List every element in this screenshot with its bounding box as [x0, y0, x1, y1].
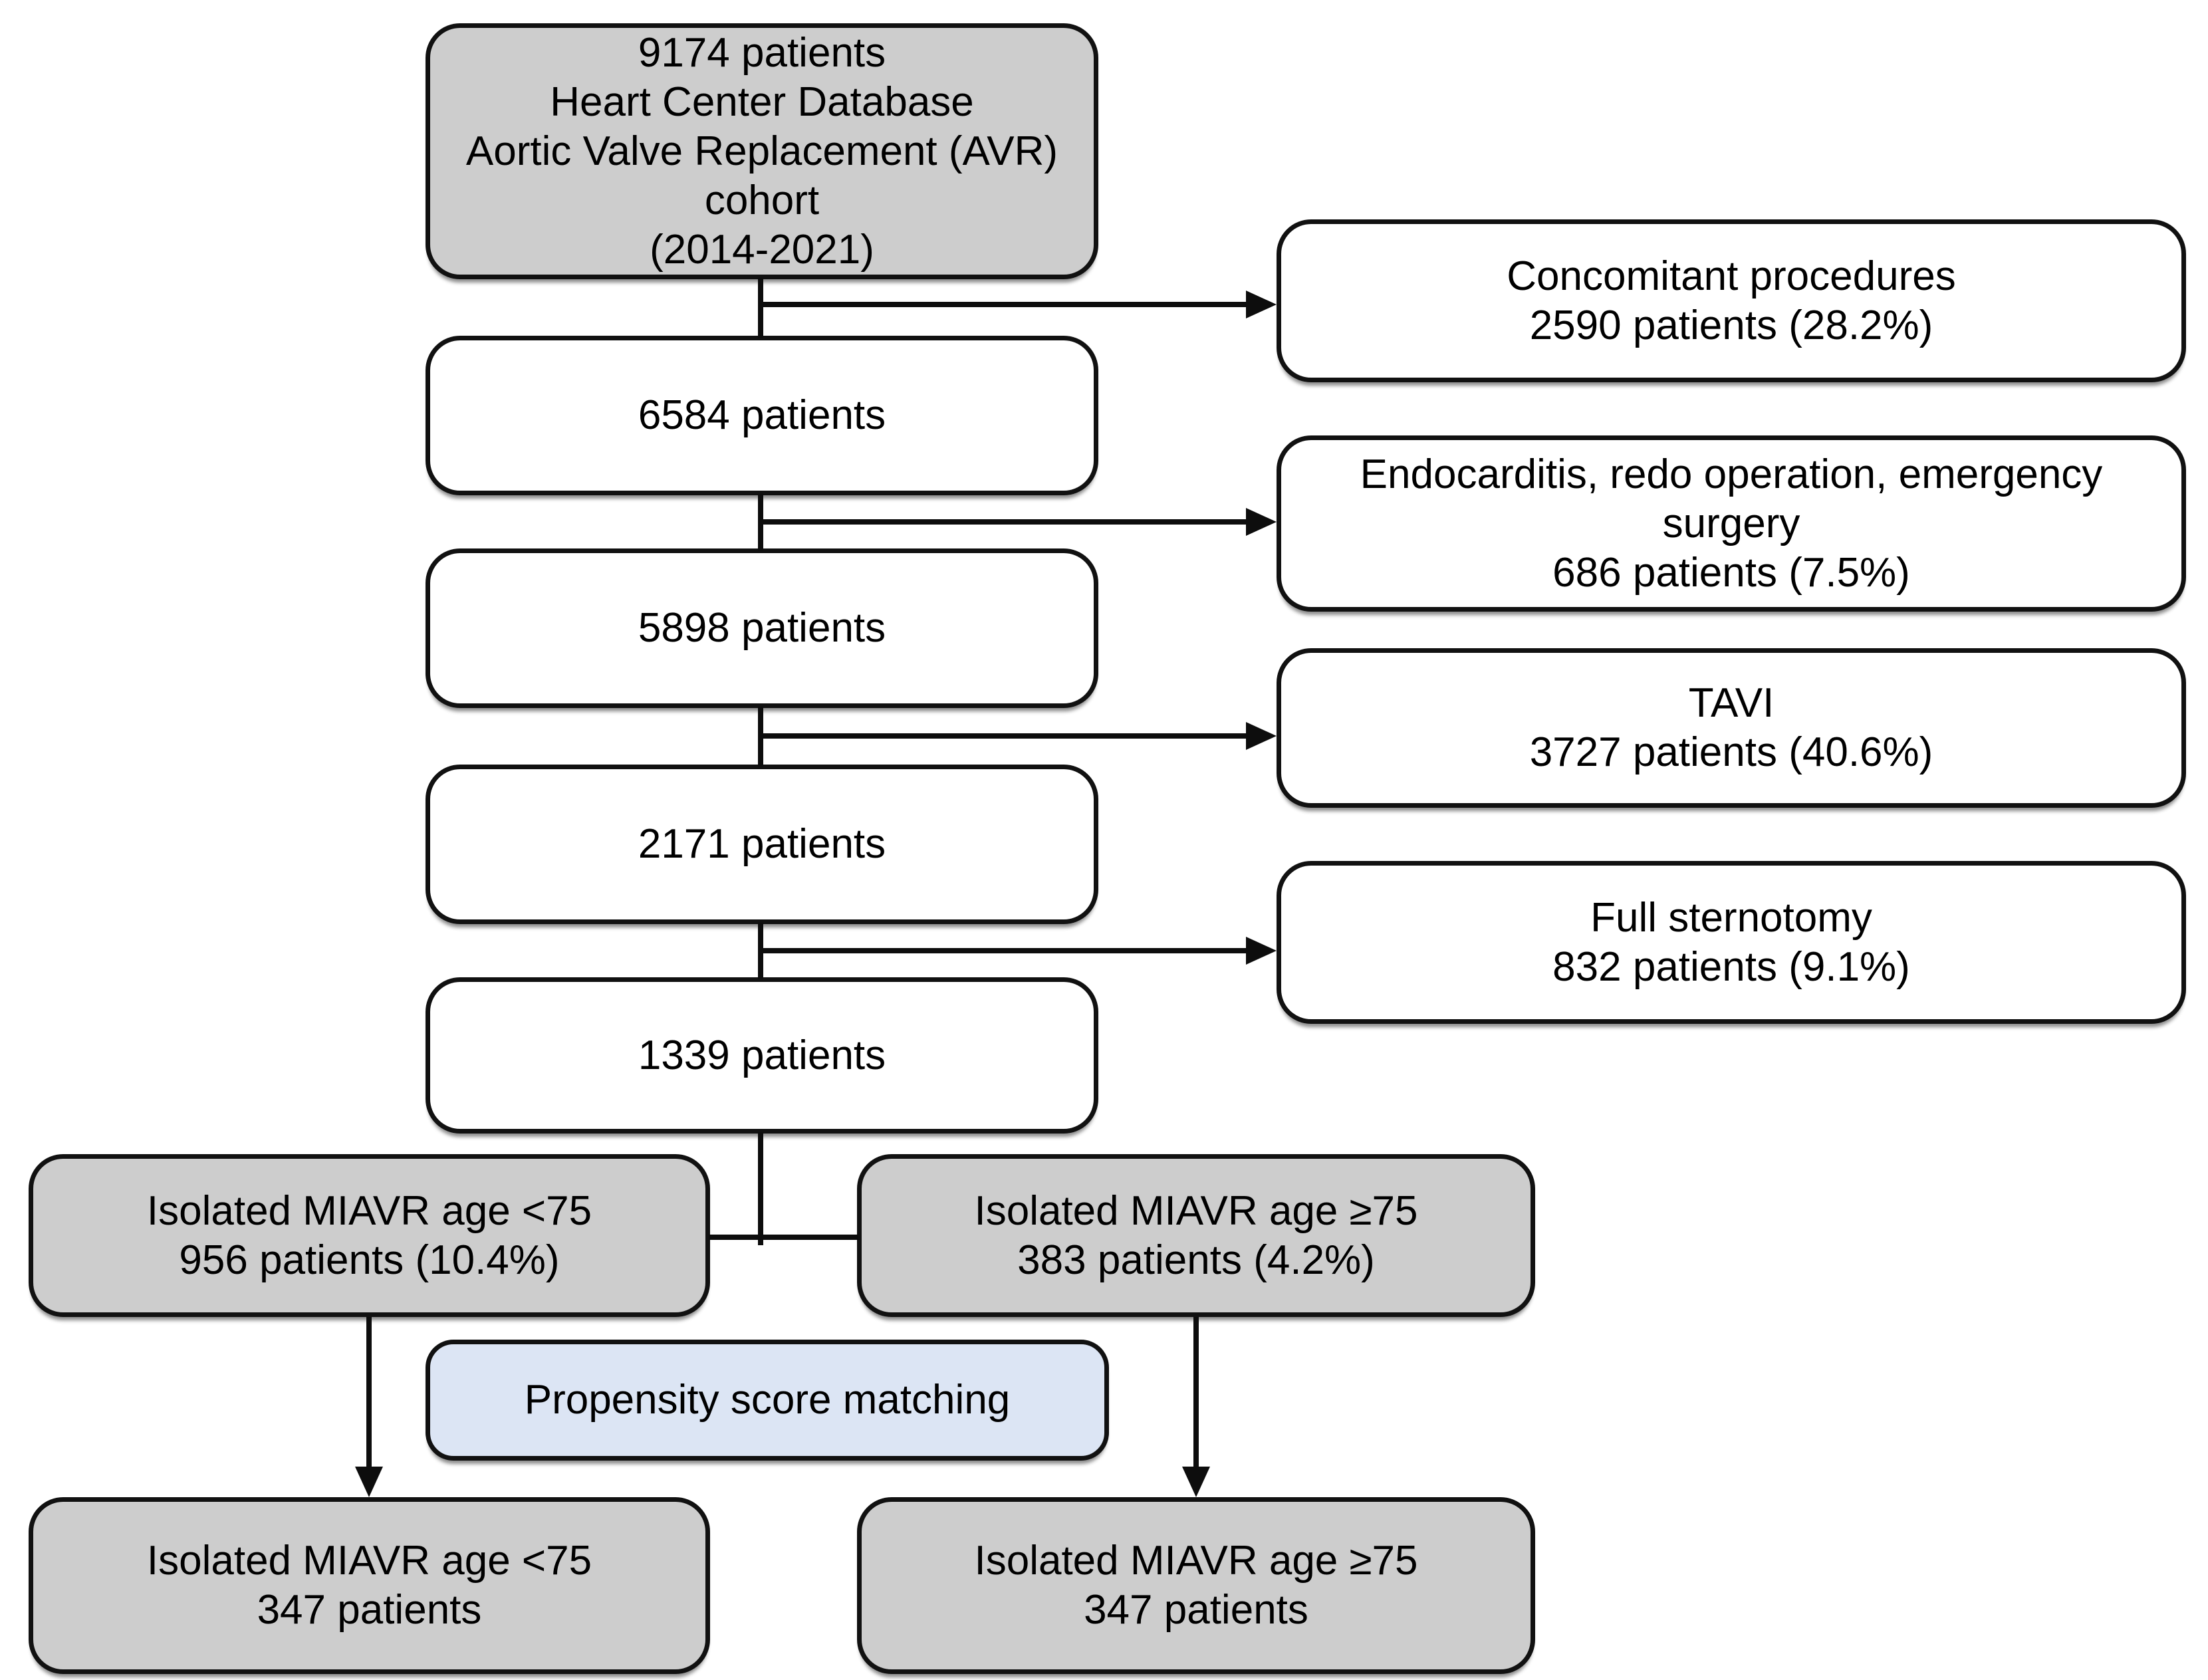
node-excluded-concomitant-procedures: Concomitant procedures 2590 patients (28…: [1277, 219, 2186, 382]
node-text-line: 383 patients (4.2%): [1017, 1237, 1375, 1283]
arrowhead-down-icon-right: [1182, 1467, 1210, 1497]
node-matched-miavr-under-75: Isolated MIAVR age <75 347 patients: [29, 1497, 710, 1674]
connector-vertical-5: [758, 1132, 763, 1245]
arrowhead-right-icon-2: [1246, 508, 1277, 536]
node-isolated-miavr-75-plus: Isolated MIAVR age ≥75 383 patients (4.2…: [857, 1154, 1535, 1317]
node-text-line: 686 patients (7.5%): [1552, 549, 1910, 596]
node-text-line: Isolated MIAVR age ≥75: [974, 1538, 1418, 1584]
node-text-line: 956 patients (10.4%): [179, 1237, 560, 1283]
node-1339-patients: 1339 patients: [426, 977, 1098, 1134]
node-text-line: Heart Center Database: [550, 78, 974, 125]
node-text-line: 5898 patients: [638, 605, 886, 651]
node-text-line: 347 patients: [1084, 1587, 1308, 1633]
node-text-line: Aortic Valve Replacement (AVR): [465, 128, 1058, 174]
connector-branch-arrow-4: [761, 948, 1249, 953]
node-cohort-source: 9174 patients Heart Center Database Aort…: [426, 23, 1098, 279]
node-text-line: Endocarditis, redo operation, emergency: [1360, 451, 2103, 497]
connector-branch-arrow-3: [761, 733, 1249, 739]
node-text-line: Full sternotomy: [1590, 894, 1872, 941]
node-text-line: 2590 patients (28.2%): [1529, 302, 1933, 348]
node-text-line: Isolated MIAVR age ≥75: [974, 1187, 1418, 1234]
arrowhead-right-icon-4: [1246, 937, 1277, 965]
node-text-line: TAVI: [1688, 680, 1775, 726]
connector-down-arrow-left: [366, 1317, 372, 1470]
node-text-line: Isolated MIAVR age <75: [146, 1187, 592, 1234]
node-text-line: Isolated MIAVR age <75: [146, 1538, 592, 1584]
node-text-line: Propensity score matching: [524, 1377, 1011, 1423]
node-text-line: Concomitant procedures: [1507, 253, 1956, 299]
node-text-line: 6584 patients: [638, 392, 886, 438]
node-excluded-full-sternotomy: Full sternotomy 832 patients (9.1%): [1277, 861, 2186, 1024]
node-text-line: 347 patients: [257, 1587, 482, 1633]
connector-down-arrow-right: [1193, 1317, 1199, 1470]
arrowhead-right-icon-3: [1246, 722, 1277, 750]
node-text-line: 3727 patients (40.6%): [1529, 729, 1933, 775]
node-text-line: 832 patients (9.1%): [1552, 943, 1910, 990]
node-propensity-score-matching: Propensity score matching: [426, 1340, 1109, 1461]
node-2171-patients: 2171 patients: [426, 765, 1098, 924]
connector-t-horizontal: [709, 1235, 858, 1240]
node-text-line: 9174 patients: [638, 29, 886, 76]
connector-vertical-1: [758, 278, 763, 338]
connector-branch-arrow-1: [761, 302, 1249, 307]
node-excluded-tavi: TAVI 3727 patients (40.6%): [1277, 648, 2186, 808]
arrowhead-right-icon-1: [1246, 291, 1277, 318]
connector-branch-arrow-2: [761, 519, 1249, 525]
node-text-line: (2014-2021): [650, 226, 874, 273]
arrowhead-down-icon-left: [355, 1467, 383, 1497]
node-text-line: cohort: [704, 177, 820, 223]
node-isolated-miavr-under-75: Isolated MIAVR age <75 956 patients (10.…: [29, 1154, 710, 1317]
node-matched-miavr-75-plus: Isolated MIAVR age ≥75 347 patients: [857, 1497, 1535, 1674]
node-5898-patients: 5898 patients: [426, 548, 1098, 708]
node-6584-patients: 6584 patients: [426, 336, 1098, 495]
node-text-line: surgery: [1662, 500, 1800, 546]
node-excluded-endocarditis-redo-emergency: Endocarditis, redo operation, emergency …: [1277, 435, 2186, 612]
node-text-line: 2171 patients: [638, 821, 886, 867]
node-text-line: 1339 patients: [638, 1032, 886, 1078]
